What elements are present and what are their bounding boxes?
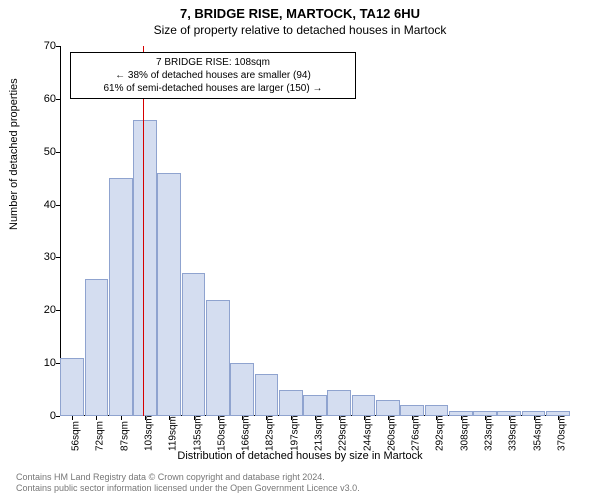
histogram-bar	[497, 411, 521, 416]
chart-area: 01020304050607056sqm72sqm87sqm103sqm119s…	[60, 46, 570, 416]
histogram-bar	[157, 173, 181, 416]
annotation-line-3: 61% of semi-detached houses are larger (…	[77, 82, 349, 95]
y-tick-mark	[56, 310, 60, 311]
histogram-bar	[230, 363, 254, 416]
x-tick-label: 292sqm	[435, 415, 446, 451]
y-tick-mark	[56, 99, 60, 100]
histogram-bar	[182, 273, 206, 416]
x-tick-label: 308sqm	[459, 415, 470, 451]
x-tick-label: 87sqm	[119, 421, 130, 451]
x-tick-mark	[72, 416, 73, 420]
histogram-bar	[206, 300, 230, 416]
x-tick-label: 182sqm	[265, 415, 276, 451]
y-tick-label: 30	[32, 251, 56, 263]
y-tick-label: 40	[32, 199, 56, 211]
annotation-line-1: 7 BRIDGE RISE: 108sqm	[77, 56, 349, 69]
x-tick-mark	[96, 416, 97, 420]
x-tick-label: 276sqm	[411, 415, 422, 451]
title-sub: Size of property relative to detached ho…	[0, 21, 600, 37]
y-tick-mark	[56, 257, 60, 258]
x-tick-mark	[121, 416, 122, 420]
y-tick-label: 10	[32, 357, 56, 369]
histogram-bar	[109, 178, 133, 416]
x-tick-label: 135sqm	[192, 415, 203, 451]
histogram-bar	[255, 374, 279, 416]
histogram-bar	[133, 120, 157, 416]
x-tick-label: 150sqm	[216, 415, 227, 451]
histogram-bar	[327, 390, 351, 416]
footer-line-2: Contains public sector information licen…	[16, 483, 360, 494]
y-tick-label: 0	[32, 410, 56, 422]
x-tick-label: 197sqm	[289, 415, 300, 451]
annotation-box: 7 BRIDGE RISE: 108sqm← 38% of detached h…	[70, 52, 356, 99]
x-tick-label: 72sqm	[95, 421, 106, 451]
histogram-bar	[400, 405, 424, 416]
histogram-bar	[376, 400, 400, 416]
x-tick-label: 323sqm	[484, 415, 495, 451]
property-marker-line	[143, 46, 144, 416]
y-tick-mark	[56, 152, 60, 153]
y-tick-label: 70	[32, 40, 56, 52]
y-axis-label: Number of detached properties	[8, 78, 20, 230]
y-tick-mark	[56, 205, 60, 206]
footer-line-1: Contains HM Land Registry data © Crown c…	[16, 472, 360, 483]
x-tick-label: 119sqm	[168, 416, 179, 451]
x-tick-label: 339sqm	[508, 415, 519, 451]
y-tick-mark	[56, 416, 60, 417]
x-tick-label: 260sqm	[386, 415, 397, 451]
annotation-line-2: ← 38% of detached houses are smaller (94…	[77, 69, 349, 82]
x-tick-label: 103sqm	[144, 415, 155, 451]
y-tick-label: 50	[32, 146, 56, 158]
histogram-bar	[425, 405, 449, 416]
x-tick-label: 354sqm	[532, 415, 543, 451]
plot-area: 01020304050607056sqm72sqm87sqm103sqm119s…	[60, 46, 570, 416]
histogram-bar	[303, 395, 327, 416]
x-tick-label: 213sqm	[314, 415, 325, 451]
histogram-bar	[85, 279, 109, 416]
y-tick-label: 60	[32, 93, 56, 105]
x-tick-label: 166sqm	[241, 415, 252, 451]
histogram-bar	[279, 390, 303, 416]
x-tick-label: 56sqm	[71, 421, 82, 451]
footer-attribution: Contains HM Land Registry data © Crown c…	[16, 472, 360, 495]
x-tick-label: 244sqm	[362, 415, 373, 451]
histogram-bar	[546, 411, 570, 416]
histogram-bar	[449, 411, 473, 416]
histogram-bar	[352, 395, 376, 416]
histogram-bar	[60, 358, 84, 416]
histogram-bar	[522, 411, 546, 416]
x-tick-label: 229sqm	[338, 415, 349, 451]
x-axis-label: Distribution of detached houses by size …	[0, 450, 600, 462]
title-main: 7, BRIDGE RISE, MARTOCK, TA12 6HU	[0, 0, 600, 21]
y-tick-label: 20	[32, 304, 56, 316]
x-tick-label: 370sqm	[556, 415, 567, 451]
y-tick-mark	[56, 46, 60, 47]
histogram-bar	[473, 411, 497, 416]
